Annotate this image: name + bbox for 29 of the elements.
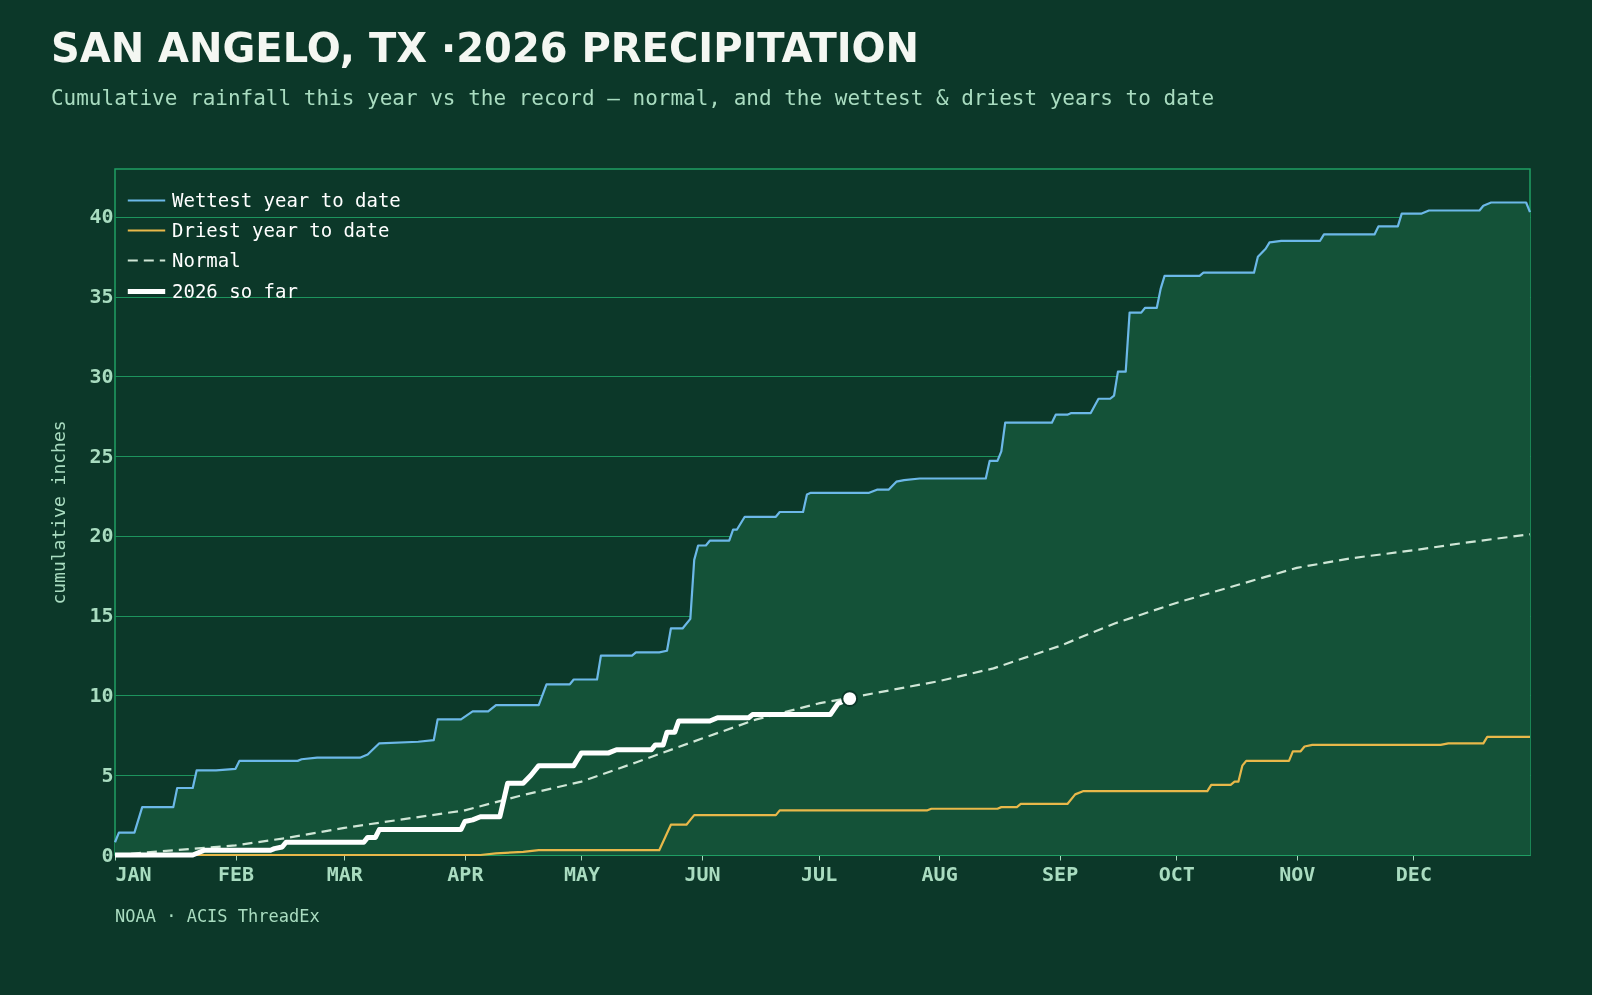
chart-title: SAN ANGELO, TX ·2026 PRECIPITATION: [50, 25, 920, 71]
y-axis-title: cumulative inches: [48, 420, 70, 605]
y-tick-label: 30: [89, 363, 114, 388]
y-tick-label: 20: [89, 523, 114, 548]
x-tick-label: NOV: [1279, 861, 1316, 886]
chart-subtitle: Cumulative rainfall this year vs the record — normal, and the wettest & driest years to date: [50, 86, 1215, 110]
x-tick-label: DEC: [1395, 861, 1432, 886]
y-tick-label: 35: [89, 284, 114, 309]
y-tick-label: 5: [101, 762, 114, 787]
y-tick-label: 40: [89, 204, 114, 229]
legend-label: 2026 so far: [172, 279, 298, 302]
x-tick-label: MAY: [563, 861, 601, 886]
legend-label: Normal: [172, 248, 241, 271]
x-tick-label: JUN: [684, 861, 721, 886]
y-tick-label: 0: [101, 842, 114, 867]
x-tick-label: APR: [447, 861, 485, 886]
x-tick-label: MAR: [326, 861, 364, 886]
legend-label: Driest year to date: [172, 218, 390, 241]
x-tick-label: AUG: [921, 861, 958, 886]
y-tick-label: 25: [89, 443, 114, 468]
x-tick-label: JAN: [115, 861, 152, 886]
text: NOAA · ACIS ThreadEx: [115, 906, 320, 926]
x-tick-label: FEB: [217, 861, 255, 886]
x-tick-label: SEP: [1042, 861, 1079, 886]
x-tick-label: JUL: [801, 861, 838, 886]
y-tick-label: 10: [89, 682, 114, 707]
legend-label: Wettest year to date: [172, 188, 401, 211]
y-tick-label: 15: [89, 603, 114, 628]
x-tick-label: OCT: [1158, 861, 1195, 886]
